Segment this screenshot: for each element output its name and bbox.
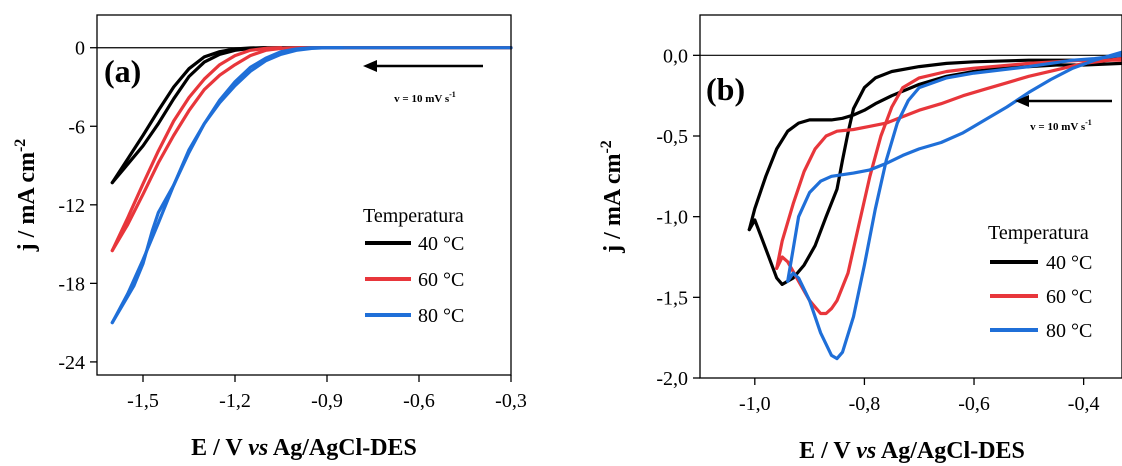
y-tick-label: -1,5 [656,287,688,309]
x-axis-title-part: Ag/AgCl-DES [268,435,417,461]
series-40c-forward-scan [110,46,513,185]
panel-label: (a) [104,53,141,89]
scan-rate-text: v = 10 mV s [1030,121,1086,133]
panel-b: -1,0 -0,8 -0,6 -0,4 0,0 -0,5 -1,0 -1,5 -2,0 (b) v … [598,14,1122,464]
series-40c-return-scan [110,46,268,185]
series-80c-return-scan [786,50,1122,283]
legend-label-40c: 40 °C [1046,252,1092,274]
scan-rate-label: v = 10 mV s-1 [394,90,456,105]
series-80c-forward-scan [786,53,1122,361]
x-tick-label: -0,6 [958,393,990,415]
legend-label-60c: 60 °C [418,269,464,291]
legend-label-40c: 40 °C [418,233,464,255]
scan-rate-exponent: -1 [1085,118,1092,127]
scan-rate-label: v = 10 mV s-1 [1030,118,1092,133]
y-tick-label: -6 [68,116,85,138]
legend-label-80c: 80 °C [1046,320,1092,342]
x-tick-label: -0,9 [311,390,343,412]
x-axis-title-part: vs [856,438,876,464]
x-axis-title: E / V vs Ag/AgCl-DES [191,435,417,461]
y-axis-title-text: j / mA cm [600,154,626,254]
arrowhead-icon [363,60,377,72]
legend-label-60c: 60 °C [1046,286,1092,308]
y-axis-title: j / mA cm-2 [598,140,626,254]
panel-a: -1,5 -1,2 -0,9 -0,6 -0,3 0 -6 -12 -18 -24 (a) v = 1… [12,14,527,461]
x-tick-label: -0,8 [849,393,881,415]
scan-rate-exponent: -1 [449,90,456,99]
y-tick-label: 0 [75,38,85,60]
y-tick-label: -12 [58,195,85,217]
x-axis-title-part: Ag/AgCl-DES [876,438,1025,464]
scan-rate-text: v = 10 mV s [394,93,450,105]
y-tick-label: -18 [58,273,85,295]
y-axis-title-exponent: -2 [12,139,29,152]
y-tick-label: -24 [58,352,85,374]
x-axis-title-part: E / V [799,438,856,464]
x-axis-title: E / V vs Ag/AgCl-DES [799,438,1025,464]
series-60c-forward-scan [775,58,1122,316]
plot-frame [699,14,1122,379]
legend-title: Temperatura [988,222,1089,244]
series-60c-return-scan [775,56,1122,270]
series-80c-forward-scan [110,46,513,325]
plot-frame [96,14,512,376]
y-axis-title: j / mA cm-2 [12,139,40,253]
y-tick-label: -1,0 [656,207,688,229]
x-axis-title-part: vs [248,435,268,461]
series-60c-return-scan [110,46,283,253]
x-tick-label: -1,5 [127,390,159,412]
x-tick-label: -1,0 [739,393,771,415]
y-tick-label: 0,0 [663,45,688,67]
x-tick-label: -0,3 [495,390,527,412]
y-axis-title-exponent: -2 [598,140,615,153]
x-tick-label: -0,4 [1068,393,1100,415]
panel-label: (b) [706,71,745,107]
y-axis-title-text: j / mA cm [14,152,40,252]
y-tick-label: -0,5 [656,126,688,148]
arrowhead-icon [1015,95,1029,107]
legend-label-80c: 80 °C [418,305,464,327]
y-tick-label: -2,0 [656,368,688,390]
x-axis-title-part: E / V [191,435,248,461]
x-tick-label: -1,2 [219,390,251,412]
series-40c-forward-scan [747,56,1122,286]
x-tick-label: -0,6 [403,390,435,412]
series-80c-return-scan [110,46,344,325]
legend-title: Temperatura [363,205,464,227]
